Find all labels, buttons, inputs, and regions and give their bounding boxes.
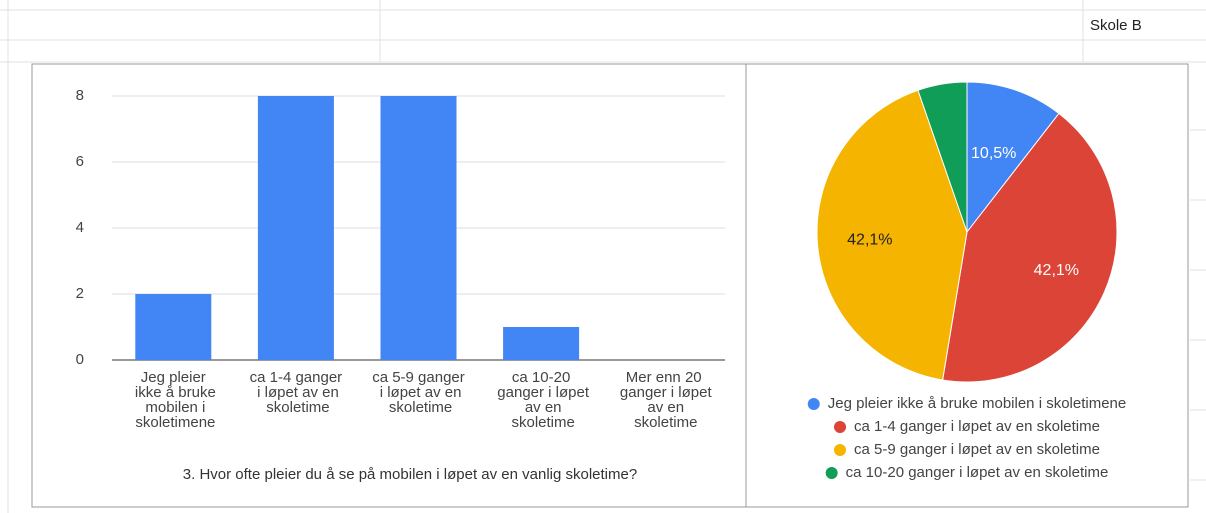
label-line: ca 5-9 ganger [372, 369, 465, 386]
label-line: Jeg pleier [141, 369, 206, 386]
pie-slice [942, 112, 1118, 383]
slice-label: 10,5% [971, 145, 1016, 162]
legend-swatch [825, 467, 838, 479]
x-tick-label: ca 10-20 ganger i løpet av en skoletime [493, 369, 590, 431]
legend-swatch [834, 444, 847, 456]
legend-label: ca 5-9 ganger i løpet av en skoletime [854, 441, 1100, 458]
label-line: skoletime [262, 399, 330, 416]
x-axis-title: 3. Hvor ofte pleier du å se på mobilen i… [183, 466, 637, 483]
label-line: ca 1-4 ganger [250, 369, 343, 386]
label-line: skoletime [507, 414, 575, 431]
slice-label: 42,1% [1034, 262, 1079, 279]
label-line: av en [643, 399, 684, 416]
label-line: ganger i løpet [493, 384, 590, 401]
pie-slice [816, 89, 968, 381]
legend-label: Jeg pleier ikke å bruke mobilen i skolet… [828, 395, 1126, 412]
label-line: ikke å bruke [131, 384, 216, 401]
label-line: ca 10-20 [512, 369, 570, 386]
x-tick-label: Mer enn 20 ganger i løpet av en skoletim… [616, 369, 713, 431]
legend-swatch [834, 421, 847, 433]
label-line: skoletimene [131, 414, 215, 431]
y-tick-label: 8 [76, 87, 84, 104]
x-tick-label: Jeg pleier ikke å bruke mobilen i skolet… [131, 369, 216, 431]
slice-label: 42,1% [847, 231, 892, 248]
y-tick-label: 0 [76, 351, 84, 368]
bar [380, 96, 457, 360]
bar [135, 294, 212, 360]
bar [257, 96, 334, 360]
legend-label: ca 1-4 ganger i løpet av en skoletime [854, 418, 1100, 435]
legend-label: ca 10-20 ganger i løpet av en skoletime [846, 464, 1109, 481]
label-line: mobilen i [141, 399, 205, 416]
label-line: i løpet av en [376, 384, 462, 401]
x-tick-label: ca 5-9 ganger i løpet av en skoletime [372, 369, 465, 416]
y-tick-label: 6 [76, 153, 84, 170]
pie-slice [966, 81, 1060, 234]
label-line: ganger i løpet [616, 384, 713, 401]
label-line: Mer enn 20 [626, 369, 702, 386]
label-line: skoletime [385, 399, 453, 416]
legend-swatch [807, 398, 820, 410]
label-line: av en [521, 399, 562, 416]
y-tick-label: 2 [76, 285, 84, 302]
bar [503, 327, 580, 360]
cell-text: Skole B [1090, 17, 1142, 34]
pie-slice [917, 81, 968, 233]
y-tick-label: 4 [76, 219, 84, 236]
x-tick-label: ca 1-4 ganger i løpet av en skoletime [250, 369, 343, 416]
label-line: skoletime [630, 414, 698, 431]
label-line: i løpet av en [253, 384, 339, 401]
